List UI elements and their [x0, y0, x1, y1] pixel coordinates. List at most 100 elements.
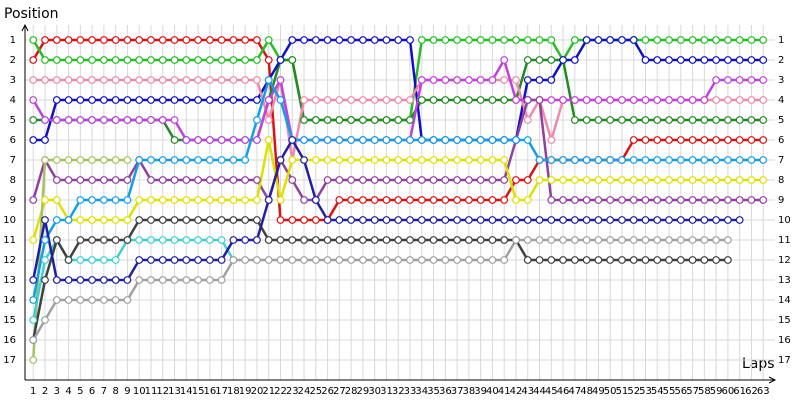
lap-marker [547, 196, 556, 204]
lap-marker [194, 96, 202, 104]
lap-marker [676, 236, 685, 244]
lap-marker [500, 196, 509, 204]
lap-marker [712, 256, 721, 264]
x-tick-label: 41 [498, 386, 511, 397]
lap-marker [158, 256, 167, 264]
lap-marker [205, 76, 214, 84]
lap-marker [370, 176, 379, 184]
lap-marker [41, 76, 49, 84]
lap-marker [394, 156, 403, 164]
lap-marker [453, 256, 462, 264]
lap-marker [52, 196, 61, 204]
lap-marker [500, 96, 509, 104]
lap-marker [618, 96, 626, 104]
lap-marker [217, 256, 226, 264]
lap-marker [123, 296, 132, 304]
lap-marker [276, 56, 285, 64]
lap-marker [653, 156, 662, 164]
lap-marker [429, 76, 438, 84]
lap-marker [747, 156, 756, 164]
lap-marker [570, 236, 579, 244]
lap-marker [724, 176, 732, 184]
lap-marker [429, 156, 438, 164]
lap-marker [712, 196, 721, 204]
lap-marker [170, 196, 179, 204]
lap-marker [618, 216, 626, 224]
lap-marker [147, 156, 155, 164]
lap-marker [29, 36, 38, 44]
lap-marker [323, 136, 332, 144]
lap-marker [406, 36, 414, 44]
lap-marker [241, 156, 250, 164]
lap-marker [88, 36, 97, 44]
lap-marker [653, 36, 662, 44]
lap-marker [288, 236, 297, 244]
lap-marker [629, 176, 638, 184]
lap-marker [665, 176, 673, 184]
lap-marker [147, 56, 155, 64]
lap-marker [229, 156, 238, 164]
lap-marker [570, 56, 579, 64]
x-tick-label: 33 [404, 386, 417, 397]
lap-marker [205, 96, 214, 104]
y-tick-label: 1 [10, 35, 16, 46]
lap-marker [394, 136, 403, 144]
lap-marker [429, 236, 438, 244]
lap-marker [500, 236, 509, 244]
y-tick-label: 8 [10, 175, 16, 186]
lap-marker [665, 156, 673, 164]
lap-marker [629, 36, 638, 44]
lap-marker [488, 36, 497, 44]
lap-marker [594, 236, 603, 244]
lap-marker [359, 236, 367, 244]
lap-marker [182, 56, 191, 64]
lap-marker [629, 96, 638, 104]
lap-marker [535, 76, 544, 84]
lap-marker [217, 36, 226, 44]
lap-marker [311, 256, 320, 264]
lap-marker [194, 136, 202, 144]
lap-marker [276, 76, 285, 84]
lap-marker [170, 256, 179, 264]
lap-marker [347, 236, 356, 244]
lap-marker [653, 116, 662, 124]
lap-marker [264, 256, 273, 264]
lap-marker [641, 116, 650, 124]
lap-marker [158, 216, 167, 224]
lap-marker [64, 176, 73, 184]
lap-marker [182, 196, 191, 204]
lap-marker [394, 256, 403, 264]
lap-marker [547, 256, 556, 264]
x-tick-label: 8 [112, 386, 118, 397]
lap-marker [241, 56, 250, 64]
lap-marker [135, 256, 144, 264]
lap-marker [606, 196, 615, 204]
lap-marker [111, 96, 120, 104]
lap-marker [382, 196, 391, 204]
x-tick-label: 32 [392, 386, 405, 397]
lap-marker [512, 196, 520, 204]
y-tick-label-right: 10 [778, 215, 791, 226]
lap-marker [29, 196, 38, 204]
lap-marker [170, 116, 179, 124]
x-tick-label: 58 [698, 386, 711, 397]
lap-marker [147, 256, 155, 264]
lap-marker [29, 136, 38, 144]
lap-marker [523, 256, 532, 264]
lap-marker [759, 96, 768, 104]
lap-marker [453, 216, 462, 224]
lap-marker [759, 136, 768, 144]
lap-marker [676, 176, 685, 184]
lap-marker [253, 136, 261, 144]
lap-marker [76, 296, 85, 304]
y-axis-arrow [21, 23, 29, 32]
lap-marker [382, 216, 391, 224]
lap-marker [135, 196, 144, 204]
lap-marker [182, 156, 191, 164]
lap-marker [641, 136, 650, 144]
lap-marker [476, 256, 485, 264]
lap-marker [311, 156, 320, 164]
lap-marker [641, 36, 650, 44]
lap-marker [300, 156, 308, 164]
